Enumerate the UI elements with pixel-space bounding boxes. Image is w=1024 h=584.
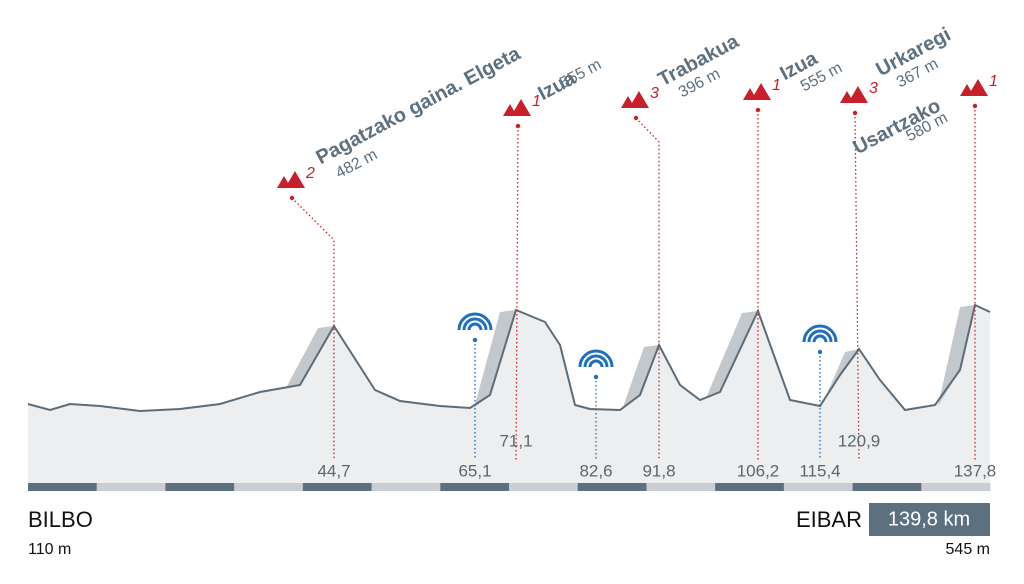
finish-name: EIBAR	[796, 507, 862, 532]
distance-strip	[28, 483, 991, 491]
climb-icon	[840, 86, 868, 103]
km-label: 71,1	[499, 431, 532, 450]
strip-segment	[646, 483, 716, 491]
climb-leader	[635, 117, 660, 460]
km-label: 115,4	[799, 461, 840, 480]
distance-box	[869, 503, 990, 536]
climb-category: 1	[989, 73, 998, 90]
strip-segment	[577, 483, 647, 491]
climb-leader	[854, 112, 860, 461]
km-label: 65,1	[458, 461, 491, 480]
km-label: 120,9	[838, 431, 881, 450]
strip-segment	[509, 483, 579, 491]
climb-dot	[755, 107, 761, 113]
sprint-icon-arc	[583, 354, 609, 368]
sprint-icon-arc	[812, 334, 828, 343]
climb-altitude: 555 m	[557, 56, 604, 92]
strip-segment	[715, 483, 785, 491]
km-label: 44,7	[317, 461, 350, 480]
sprint-icon-arc	[807, 329, 833, 343]
climb-dot	[633, 115, 639, 121]
climb-name: Pagatzako gaina. Elgeta	[312, 42, 524, 169]
climb-category: 3	[869, 80, 878, 97]
sprint-dot	[472, 337, 478, 343]
profile-area	[28, 305, 990, 483]
climb-category: 1	[532, 93, 541, 110]
climb-dot	[972, 103, 978, 109]
strip-segment	[440, 483, 510, 491]
climb-category: 3	[650, 85, 659, 102]
climb-category: 2	[305, 165, 315, 182]
finish-altitude: 545 m	[946, 541, 990, 558]
climb-category: 1	[772, 77, 781, 94]
km-label: 106,2	[737, 461, 780, 480]
sprint-dot	[593, 374, 599, 380]
km-label: 82,6	[579, 461, 612, 480]
sprint-icon-arc	[467, 322, 483, 331]
climb-icon	[743, 83, 771, 100]
strip-segment	[371, 483, 441, 491]
start-altitude: 110 m	[28, 541, 71, 558]
strip-segment	[96, 483, 166, 491]
km-label: 137,8	[954, 461, 997, 480]
sprint-dot	[817, 349, 823, 355]
sprint-icon-arc	[588, 359, 604, 368]
strip-segment	[921, 483, 991, 491]
strip-segment	[234, 483, 304, 491]
climb-dot	[289, 195, 295, 201]
sprint-icon-arc	[457, 312, 493, 331]
start-name: BILBO	[28, 507, 93, 532]
climb-shading	[286, 305, 975, 410]
climb-icon	[621, 91, 649, 108]
profile-line	[27, 303, 991, 413]
climb-dot	[852, 110, 858, 116]
climb-icon	[277, 171, 305, 188]
sprint-icon-arc	[802, 324, 838, 343]
sprint-icon-arc	[462, 317, 488, 331]
strip-segment	[852, 483, 922, 491]
strip-segment	[783, 483, 854, 491]
strip-segment	[28, 483, 98, 491]
climb-icon	[503, 99, 531, 116]
climb-dot	[515, 123, 521, 129]
sprint-icon-arc	[578, 349, 614, 368]
km-label: 91,8	[642, 461, 675, 480]
strip-segment	[302, 483, 373, 491]
climb-icon	[960, 79, 988, 96]
total-distance: 139,8 km	[888, 508, 970, 530]
strip-segment	[165, 483, 235, 491]
